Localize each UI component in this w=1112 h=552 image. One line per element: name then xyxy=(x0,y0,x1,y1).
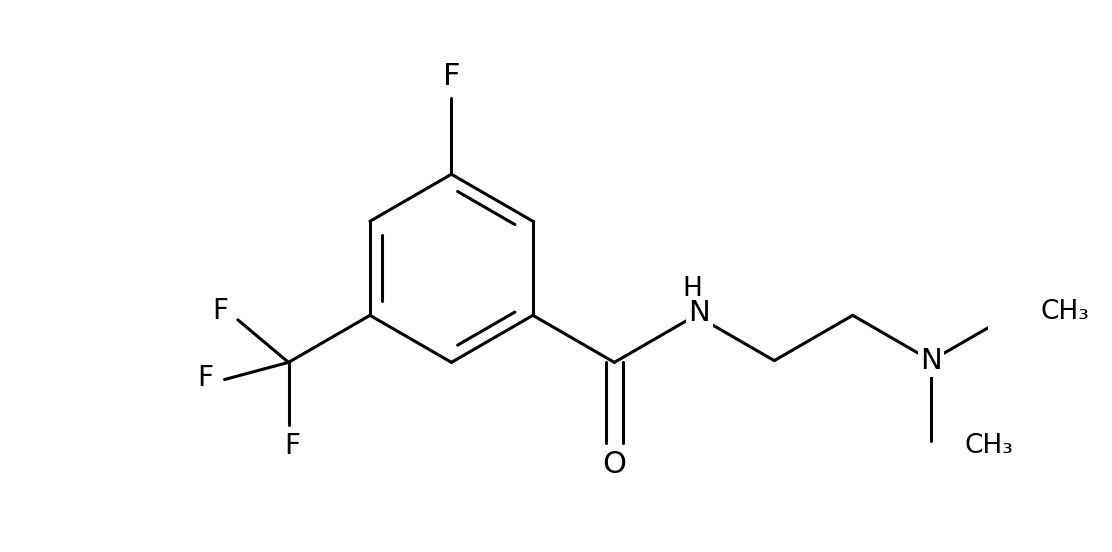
Text: N: N xyxy=(921,347,942,375)
Text: F: F xyxy=(197,364,214,392)
Text: O: O xyxy=(603,450,626,479)
Text: F: F xyxy=(284,432,300,460)
Text: F: F xyxy=(212,298,228,326)
Text: H: H xyxy=(683,276,703,302)
Text: N: N xyxy=(688,299,711,327)
Text: F: F xyxy=(443,62,460,91)
Text: CH₃: CH₃ xyxy=(1040,299,1089,325)
Text: CH₃: CH₃ xyxy=(964,433,1013,459)
